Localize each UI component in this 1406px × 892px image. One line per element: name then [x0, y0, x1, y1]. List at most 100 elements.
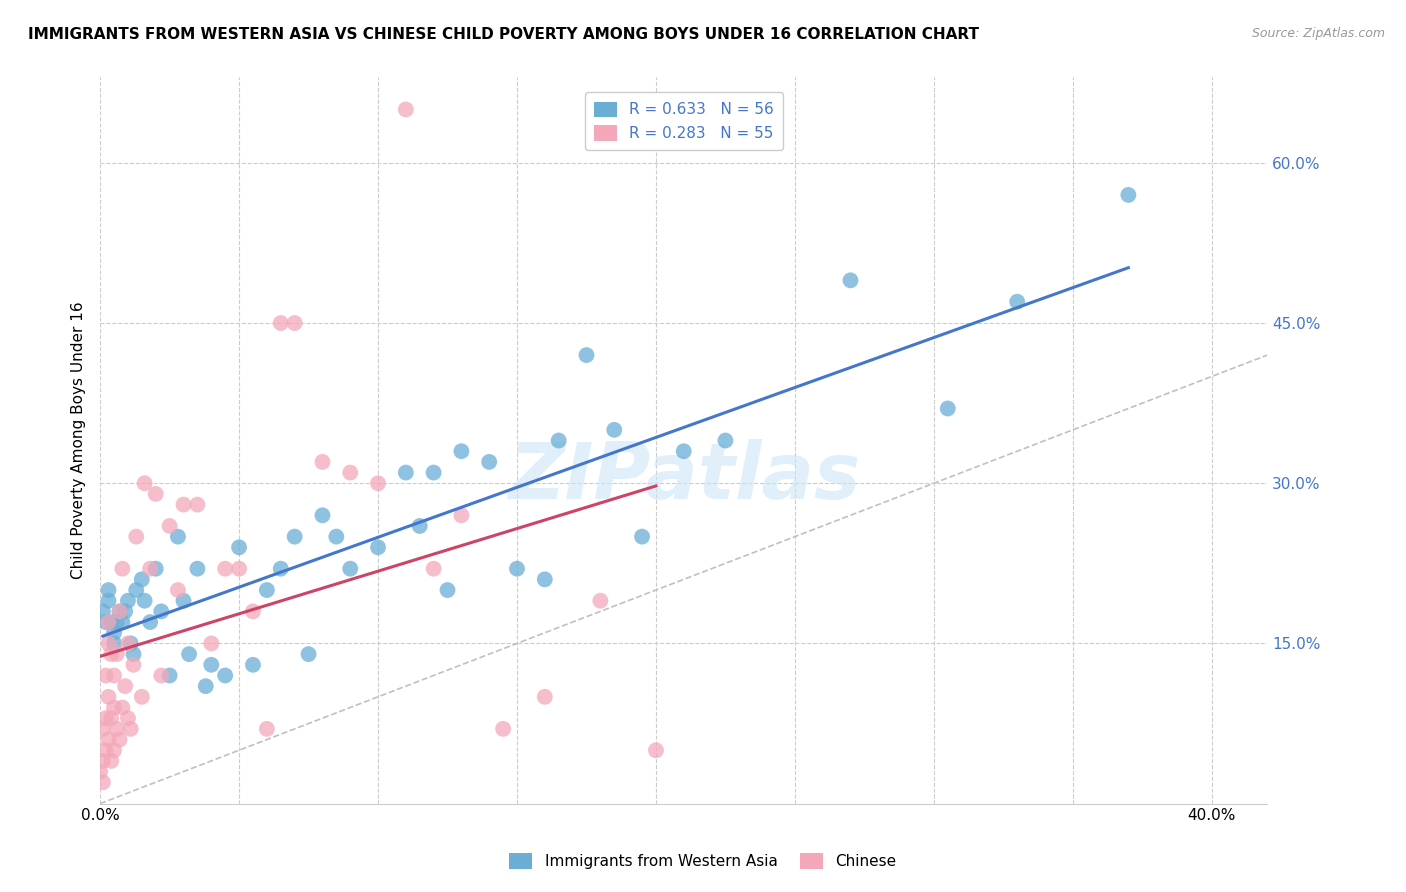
- Point: [311, 455, 333, 469]
- Point: [134, 476, 156, 491]
- Point: [575, 348, 598, 362]
- Point: [325, 530, 347, 544]
- Point: [256, 582, 278, 597]
- Point: [256, 722, 278, 736]
- Point: [103, 700, 125, 714]
- Point: [339, 562, 361, 576]
- Point: [100, 615, 122, 629]
- Point: [97, 690, 120, 704]
- Point: [111, 615, 134, 629]
- Point: [436, 582, 458, 597]
- Point: [367, 541, 389, 555]
- Point: [533, 573, 555, 587]
- Point: [173, 593, 195, 607]
- Point: [478, 455, 501, 469]
- Point: [270, 316, 292, 330]
- Point: [111, 700, 134, 714]
- Point: [186, 498, 208, 512]
- Point: [492, 722, 515, 736]
- Point: [100, 647, 122, 661]
- Point: [450, 508, 472, 523]
- Point: [139, 615, 162, 629]
- Point: [1118, 188, 1140, 202]
- Point: [194, 679, 217, 693]
- Point: [131, 573, 153, 587]
- Point: [103, 743, 125, 757]
- Point: [645, 743, 668, 757]
- Point: [167, 582, 190, 597]
- Point: [91, 722, 114, 736]
- Point: [200, 636, 222, 650]
- Point: [186, 562, 208, 576]
- Point: [270, 562, 292, 576]
- Point: [173, 498, 195, 512]
- Point: [409, 519, 432, 533]
- Point: [242, 604, 264, 618]
- Point: [103, 668, 125, 682]
- Point: [506, 562, 529, 576]
- Point: [120, 722, 142, 736]
- Point: [214, 668, 236, 682]
- Point: [91, 754, 114, 768]
- Point: [631, 530, 654, 544]
- Point: [589, 593, 612, 607]
- Point: [108, 604, 131, 618]
- Point: [395, 103, 418, 117]
- Point: [159, 519, 181, 533]
- Text: Source: ZipAtlas.com: Source: ZipAtlas.com: [1251, 27, 1385, 40]
- Point: [114, 679, 136, 693]
- Point: [450, 444, 472, 458]
- Point: [1005, 294, 1028, 309]
- Point: [150, 668, 173, 682]
- Point: [134, 593, 156, 607]
- Point: [97, 732, 120, 747]
- Point: [547, 434, 569, 448]
- Point: [284, 530, 307, 544]
- Point: [311, 508, 333, 523]
- Point: [936, 401, 959, 416]
- Point: [100, 754, 122, 768]
- Point: [125, 530, 148, 544]
- Point: [105, 647, 128, 661]
- Point: [367, 476, 389, 491]
- Point: [228, 562, 250, 576]
- Text: ZIPatlas: ZIPatlas: [508, 439, 860, 515]
- Point: [91, 775, 114, 789]
- Point: [839, 273, 862, 287]
- Point: [228, 541, 250, 555]
- Point: [89, 764, 111, 779]
- Point: [150, 604, 173, 618]
- Point: [117, 593, 139, 607]
- Point: [97, 636, 120, 650]
- Point: [125, 582, 148, 597]
- Point: [111, 562, 134, 576]
- Point: [297, 647, 319, 661]
- Point: [100, 711, 122, 725]
- Point: [97, 582, 120, 597]
- Point: [105, 615, 128, 629]
- Point: [103, 625, 125, 640]
- Point: [108, 732, 131, 747]
- Point: [94, 615, 117, 629]
- Text: IMMIGRANTS FROM WESTERN ASIA VS CHINESE CHILD POVERTY AMONG BOYS UNDER 16 CORREL: IMMIGRANTS FROM WESTERN ASIA VS CHINESE …: [28, 27, 979, 42]
- Point: [108, 604, 131, 618]
- Legend: R = 0.633   N = 56, R = 0.283   N = 55: R = 0.633 N = 56, R = 0.283 N = 55: [585, 93, 783, 150]
- Point: [117, 711, 139, 725]
- Point: [603, 423, 626, 437]
- Point: [200, 657, 222, 672]
- Point: [422, 466, 444, 480]
- Point: [94, 711, 117, 725]
- Legend: Immigrants from Western Asia, Chinese: Immigrants from Western Asia, Chinese: [503, 847, 903, 875]
- Point: [105, 722, 128, 736]
- Point: [94, 668, 117, 682]
- Point: [214, 562, 236, 576]
- Point: [145, 487, 167, 501]
- Point: [97, 593, 120, 607]
- Point: [97, 615, 120, 629]
- Point: [91, 604, 114, 618]
- Point: [284, 316, 307, 330]
- Point: [672, 444, 695, 458]
- Point: [242, 657, 264, 672]
- Point: [122, 657, 145, 672]
- Point: [117, 636, 139, 650]
